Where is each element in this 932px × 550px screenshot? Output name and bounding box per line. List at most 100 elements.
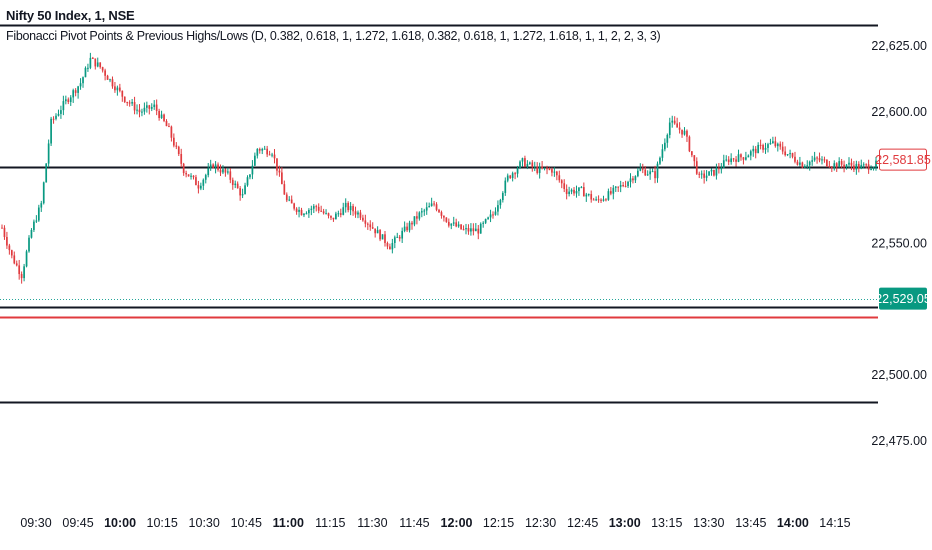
candle-body xyxy=(867,164,870,170)
candle xyxy=(18,259,21,280)
candle-body xyxy=(664,142,666,150)
candle-body xyxy=(816,157,818,159)
candle-body xyxy=(808,161,811,166)
candle xyxy=(686,129,688,142)
candle xyxy=(131,98,133,106)
candle-body xyxy=(860,164,863,169)
candle xyxy=(509,174,512,180)
candle xyxy=(499,198,502,209)
candle-body xyxy=(40,203,43,208)
candle-body xyxy=(794,156,796,162)
candle-body xyxy=(612,187,615,194)
candle xyxy=(452,216,455,227)
candle-body xyxy=(285,194,288,201)
candle xyxy=(671,115,674,128)
candle-body xyxy=(347,202,350,211)
candle-body xyxy=(619,185,622,187)
candle-body xyxy=(104,70,106,76)
candle xyxy=(732,157,735,162)
candle xyxy=(644,166,647,177)
candle-body xyxy=(28,237,30,252)
candle-body xyxy=(757,144,760,154)
candle-body xyxy=(509,175,512,179)
candle xyxy=(872,166,875,171)
candle-body xyxy=(764,147,767,150)
candle xyxy=(673,116,676,125)
candle-body xyxy=(106,75,109,80)
candle-body xyxy=(823,159,826,161)
candle-body xyxy=(541,166,543,169)
candle xyxy=(158,108,160,121)
candle xyxy=(246,175,249,187)
candle xyxy=(40,200,43,212)
candle-body xyxy=(708,171,710,176)
candle xyxy=(160,110,163,119)
candle xyxy=(244,182,246,195)
candle xyxy=(693,155,696,167)
candle xyxy=(77,85,79,99)
candle xyxy=(784,146,787,157)
time-axis[interactable]: 09:30 09:45 10:00 10:15 10:30 10:45 11:00 11:15… xyxy=(20,516,850,530)
price-tick-label: 22,550.00 xyxy=(871,237,927,251)
candle xyxy=(335,211,337,220)
candle xyxy=(165,119,168,127)
candle xyxy=(718,162,720,174)
time-tick-label: 10:45 xyxy=(231,516,262,530)
candle-body xyxy=(408,222,411,231)
candle xyxy=(514,171,516,180)
candle xyxy=(170,125,173,142)
candle xyxy=(629,173,632,188)
candle xyxy=(681,129,683,138)
candle xyxy=(641,163,644,174)
candle xyxy=(811,155,814,166)
candle xyxy=(651,168,654,173)
candle xyxy=(55,113,57,121)
candle xyxy=(659,156,661,166)
candle xyxy=(239,186,241,201)
candle-body xyxy=(455,222,458,227)
candle xyxy=(607,188,610,201)
candle-body xyxy=(337,213,340,215)
candle xyxy=(624,180,627,188)
candle xyxy=(96,57,99,68)
candle-body xyxy=(116,87,119,91)
candle-body xyxy=(416,216,418,219)
candle-body xyxy=(749,151,752,156)
price-axis[interactable]: 22,625.00 22,600.00 22,550.00 22,500.00 22,4… xyxy=(871,39,927,448)
candle-body xyxy=(136,109,138,111)
candle-body xyxy=(718,168,720,170)
candle-body xyxy=(634,176,637,181)
candle xyxy=(354,206,357,218)
candle xyxy=(249,174,251,180)
indicator-title[interactable]: Fibonacci Pivot Points & Previous Highs/… xyxy=(6,29,661,43)
candle-body xyxy=(384,234,386,244)
candle xyxy=(506,173,509,183)
candle xyxy=(428,202,431,208)
candle-body xyxy=(501,192,504,201)
candle xyxy=(838,157,841,168)
candle-body xyxy=(595,199,597,201)
candle-body xyxy=(803,166,806,168)
candle xyxy=(698,171,701,179)
candle-body xyxy=(374,228,377,234)
candle-body xyxy=(745,157,747,160)
candle-body xyxy=(666,134,669,143)
candle-body xyxy=(224,169,227,173)
candle xyxy=(865,163,868,169)
candle-body xyxy=(639,168,642,171)
time-tick-label: 13:15 xyxy=(651,516,682,530)
candle xyxy=(609,186,612,196)
candle xyxy=(111,76,114,89)
candle xyxy=(411,220,413,230)
candle-body xyxy=(727,159,730,163)
candle-body xyxy=(170,126,173,138)
candle xyxy=(379,228,381,242)
candle xyxy=(182,162,185,176)
candle-body xyxy=(155,104,158,111)
candle xyxy=(330,215,332,221)
candle-body xyxy=(720,167,723,170)
candle-body xyxy=(33,221,35,230)
symbol-title[interactable]: Nifty 50 Index, 1, NSE xyxy=(6,8,135,23)
candle xyxy=(614,185,617,192)
